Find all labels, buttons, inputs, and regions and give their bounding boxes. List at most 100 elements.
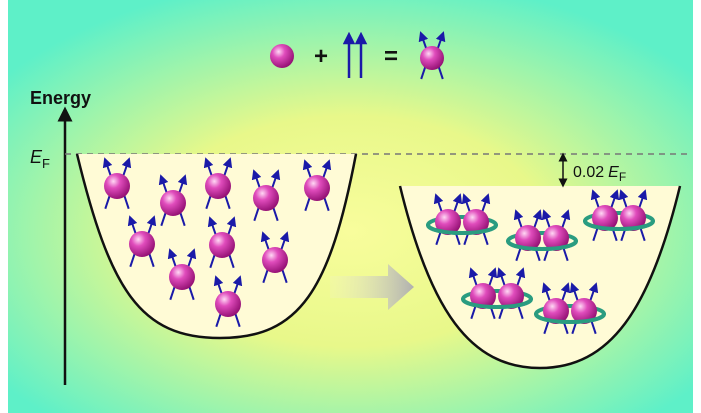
- atom: [260, 231, 290, 284]
- spin-leg: [205, 194, 212, 210]
- spin-leg: [228, 253, 235, 269]
- atom: [418, 31, 446, 80]
- atom-pair: [426, 193, 498, 246]
- spin-arrow: [618, 189, 629, 210]
- atom: [618, 189, 648, 242]
- atom-pair: [583, 189, 655, 242]
- spin-arrow: [177, 174, 188, 195]
- atom: [203, 157, 233, 210]
- atom-sphere: [498, 283, 524, 309]
- equation-result-atom: [418, 31, 446, 80]
- atom-sphere: [304, 175, 330, 201]
- spin-leg: [470, 304, 477, 320]
- atom: [213, 275, 243, 328]
- pair-ring-front: [426, 224, 498, 235]
- spin-arrow: [226, 216, 237, 237]
- atom: [207, 216, 237, 269]
- atom: [270, 44, 294, 68]
- atom-sphere: [215, 291, 241, 317]
- atom: [302, 159, 332, 212]
- spin-arrow: [569, 282, 580, 303]
- spin-leg: [482, 230, 489, 246]
- spin-arrow: [588, 282, 599, 303]
- spin-arrow: [590, 189, 601, 210]
- spin-leg: [179, 211, 186, 227]
- spin-leg: [123, 194, 130, 210]
- spin-arrow: [637, 189, 648, 210]
- atom-sphere: [270, 44, 294, 68]
- left-margin: [0, 0, 8, 413]
- spin-leg: [215, 312, 222, 328]
- spin-leg: [272, 206, 279, 222]
- left-well: [75, 153, 358, 340]
- spin-arrow: [213, 275, 224, 296]
- spin-leg: [234, 312, 241, 328]
- atom-sphere: [470, 283, 496, 309]
- atom-sphere: [543, 298, 569, 324]
- atom-sphere: [515, 225, 541, 251]
- spin-leg: [437, 66, 444, 80]
- right-margin: [693, 0, 701, 413]
- spin-arrow: [270, 169, 281, 190]
- spin-arrow: [433, 193, 444, 214]
- spin-arrow: [102, 157, 113, 178]
- spin-leg: [543, 319, 550, 335]
- gap-label: 0.02 EF: [573, 164, 626, 184]
- spin-arrow: [452, 193, 463, 214]
- atom: [468, 267, 498, 320]
- pair-ring-front: [461, 298, 533, 309]
- atom-sphere: [571, 298, 597, 324]
- spin-arrow: [121, 157, 132, 178]
- spin-arrow: [203, 157, 214, 178]
- spin-arrow: [158, 174, 169, 195]
- right-well-pairs: [426, 189, 655, 335]
- atom-sphere: [543, 225, 569, 251]
- pair-ring-front: [583, 220, 655, 231]
- spin-leg: [590, 319, 597, 335]
- spin-arrow: [279, 231, 290, 252]
- spin-arrow: [513, 209, 524, 230]
- equals-sign: =: [384, 43, 398, 70]
- spin-arrow: [207, 216, 218, 237]
- spin-leg: [562, 246, 569, 262]
- spin-arrow: [302, 159, 313, 180]
- transition-arrow: [330, 264, 414, 310]
- atom-sphere: [205, 173, 231, 199]
- gap-subscript: F: [619, 170, 626, 184]
- spin-leg: [515, 246, 522, 262]
- spin-leg: [129, 252, 136, 268]
- spin-leg: [169, 285, 176, 301]
- pair-ring-front: [534, 313, 606, 324]
- spin-arrow: [609, 189, 620, 210]
- spin-leg: [160, 211, 167, 227]
- spin-arrow: [418, 31, 429, 50]
- atom: [433, 193, 463, 246]
- spin-arrow: [480, 193, 491, 214]
- spin-arrow: [232, 275, 243, 296]
- atom: [590, 189, 620, 242]
- atom: [461, 193, 491, 246]
- spin-leg: [253, 206, 260, 222]
- atom-sphere: [435, 209, 461, 235]
- fermi-energy-label: EF: [30, 147, 50, 171]
- atom: [127, 215, 157, 268]
- spin-arrow: [260, 231, 271, 252]
- spin-arrow: [146, 215, 157, 236]
- spin-arrow: [435, 31, 446, 50]
- atom-sphere: [253, 185, 279, 211]
- atom: [569, 282, 599, 335]
- spin-leg: [281, 268, 288, 284]
- spin-leg: [592, 226, 599, 242]
- atom-sphere: [209, 232, 235, 258]
- atom-sphere: [129, 231, 155, 257]
- spin-leg: [420, 66, 427, 80]
- spin-arrow: [251, 169, 262, 190]
- spin-leg: [104, 194, 111, 210]
- atom-sphere: [592, 205, 618, 231]
- spin-arrow: [468, 267, 479, 288]
- energy-axis: Energy EF: [30, 88, 91, 385]
- energy-axis-label: Energy: [30, 88, 91, 108]
- gap-annotation: 0.02 EF: [558, 152, 626, 188]
- atom: [102, 157, 132, 210]
